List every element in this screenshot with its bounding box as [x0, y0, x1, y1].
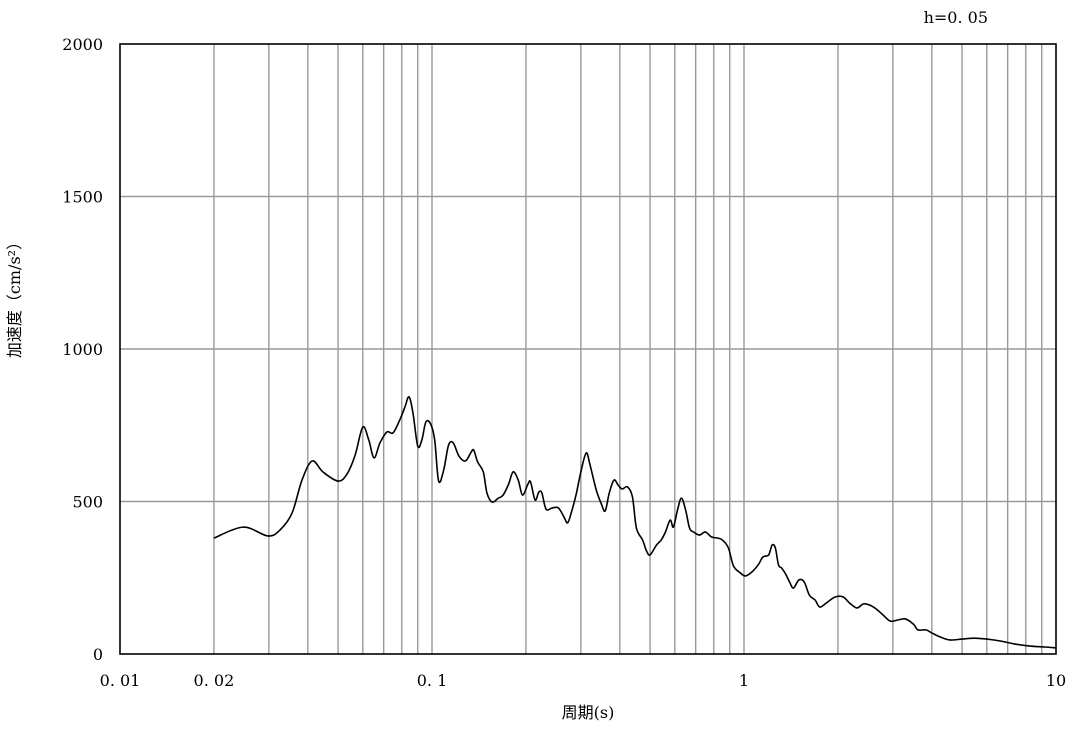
- x-axis-label: 周期(s): [562, 703, 615, 722]
- series-line: [213, 396, 1057, 649]
- x-tick-label: 0. 01: [100, 671, 141, 690]
- x-tick-label: 0. 1: [417, 671, 448, 690]
- plot-frame-group: [119, 43, 1057, 655]
- gridlines: [120, 44, 1056, 654]
- y-tick-label: 0: [93, 645, 103, 664]
- plot-frame: [119, 43, 1057, 655]
- series-group: [213, 396, 1057, 649]
- damping-annotation: h=0. 05: [924, 8, 988, 27]
- x-tick-label: 1: [739, 671, 749, 690]
- x-tick-label: 10: [1046, 671, 1066, 690]
- x-tick-label: 0. 02: [194, 671, 235, 690]
- y-tick-label: 2000: [62, 35, 103, 54]
- y-tick-label: 1000: [62, 340, 103, 359]
- y-axis-label: 加速度（cm/s²）: [5, 234, 24, 358]
- y-tick-label: 500: [72, 493, 103, 512]
- y-tick-label: 1500: [62, 188, 103, 207]
